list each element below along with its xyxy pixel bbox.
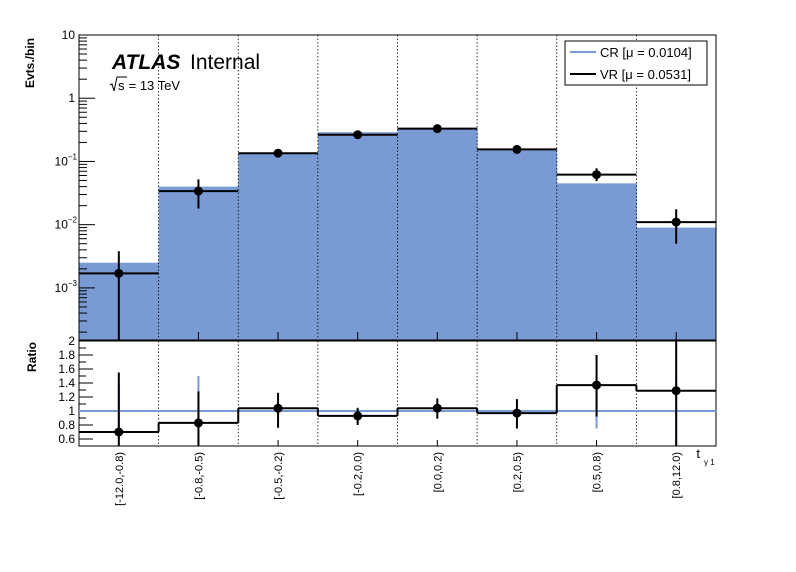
main-ytick-label-4: 10 [62, 28, 76, 42]
vr-point-7 [671, 217, 681, 227]
vr-point-2 [273, 148, 283, 158]
category-labels: [-12.0,-0.8) [-0.8,-0.5) [-0.5,-0.2) [-0.2,… [114, 452, 683, 506]
sqrt-icon [109, 76, 127, 92]
category-label-7: [0.8,12.0) [671, 452, 683, 498]
category-label-6: [0.5,0.8) [592, 452, 604, 492]
ratio-ytick-label-1: 0.8 [58, 418, 75, 432]
vr-point-6 [592, 170, 602, 180]
main-axes: 10−3 10−2 10−1 1 10 [55, 28, 717, 341]
main-frame [78, 34, 717, 341]
ratio-point-3 [353, 411, 363, 421]
legend-vr-label: VR [μ = 0.0531] [600, 67, 691, 82]
main-ytick-label-2: 10−1 [55, 152, 78, 168]
vr-point-4 [432, 124, 442, 134]
cr-bar-6 [556, 183, 637, 340]
legend-cr-label: CR [μ = 0.0104] [600, 45, 692, 60]
cr-bar-7 [636, 227, 717, 340]
ratio-gridlines [158, 341, 637, 446]
ratio-point-7 [671, 386, 681, 396]
category-label-3: [-0.2,0.0) [353, 452, 365, 496]
ratio-point-4 [432, 403, 442, 413]
vr-point-1 [193, 186, 203, 196]
sqrt-s-label: s [118, 78, 125, 93]
ratio-point-6 [592, 380, 602, 390]
category-label-1: [-0.8,-0.5) [193, 452, 205, 500]
ratio-ytick-label-6: 1.8 [58, 348, 75, 362]
ratio-data-points [79, 341, 716, 446]
ratio-ytick-label-5: 1.6 [58, 362, 75, 376]
internal-label: Internal [190, 51, 260, 74]
category-label-4: [0.0,0.2) [432, 452, 444, 492]
cr-bar-5 [477, 148, 558, 340]
ratio-ytick-label-7: 2 [68, 334, 75, 348]
ratio-point-0 [114, 427, 124, 437]
ratio-point-1 [193, 418, 203, 428]
legend-box [564, 40, 708, 86]
ratio-ytick-label-4: 1.4 [58, 376, 75, 390]
x-axis-label-subscript: γ 1 [704, 458, 715, 467]
main-ytick-label-3: 1 [68, 91, 75, 105]
energy-label: = 13 TeV [125, 78, 180, 93]
vr-point-5 [512, 144, 522, 154]
ratio-axes: 0.60.811.21.41.61.82 [58, 334, 717, 447]
cr-histogram [79, 128, 717, 340]
category-label-2: [-0.5,-0.2) [273, 452, 285, 500]
x-axis-label: t [696, 446, 700, 461]
cr-bar-4 [397, 128, 478, 340]
atlas-label: ATLAS [111, 51, 180, 74]
vr-data-points [79, 124, 716, 340]
main-ytick-label-0: 10−3 [55, 279, 78, 295]
ratio-ytick-label-0: 0.6 [58, 432, 75, 446]
ratio-ytick-label-3: 1.2 [58, 390, 75, 404]
ratio-point-2 [273, 403, 283, 413]
main-y-axis-label: Evts./bin [23, 38, 37, 88]
cr-bar-2 [238, 153, 319, 340]
ratio-frame [78, 340, 717, 447]
ratio-point-5 [512, 408, 522, 418]
cr-bar-1 [158, 186, 239, 340]
ratio-ytick-label-2: 1 [68, 404, 75, 418]
vr-point-0 [114, 268, 124, 278]
main-ytick-label-1: 10−2 [55, 216, 78, 232]
category-label-0: [-12.0,-0.8) [114, 452, 126, 506]
vr-point-3 [353, 130, 363, 140]
cr-bar-3 [317, 132, 398, 340]
category-label-5: [0.2,0.5) [512, 452, 524, 492]
ratio-y-axis-label: Ratio [25, 342, 39, 372]
